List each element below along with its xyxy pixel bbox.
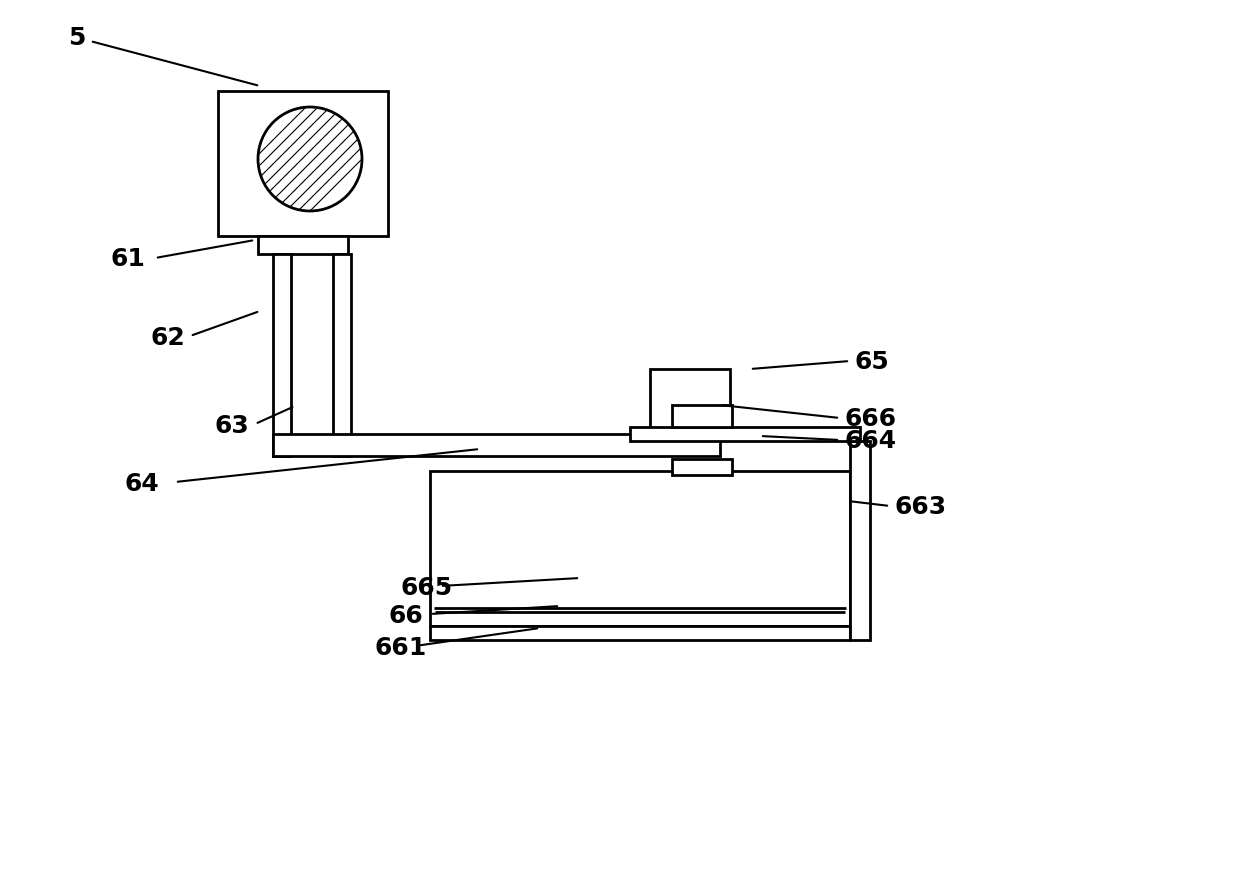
Text: 63: 63 bbox=[215, 414, 249, 438]
Bar bbox=[672, 405, 732, 427]
Text: 62: 62 bbox=[150, 326, 185, 350]
Text: 66: 66 bbox=[388, 604, 423, 628]
Bar bbox=[334, 254, 351, 456]
Bar bbox=[273, 254, 291, 456]
Text: 663: 663 bbox=[895, 495, 947, 519]
Text: 666: 666 bbox=[844, 407, 897, 431]
Bar bbox=[218, 91, 388, 236]
Bar bbox=[672, 459, 732, 475]
Bar bbox=[430, 471, 849, 626]
Text: 5: 5 bbox=[68, 26, 86, 50]
Bar bbox=[430, 626, 849, 640]
Text: 64: 64 bbox=[125, 472, 160, 496]
Text: 61: 61 bbox=[110, 247, 145, 271]
Bar bbox=[849, 441, 870, 640]
Text: 664: 664 bbox=[844, 429, 897, 453]
Bar bbox=[258, 236, 348, 254]
Text: 65: 65 bbox=[856, 350, 890, 374]
Bar bbox=[650, 369, 730, 434]
Bar bbox=[630, 427, 861, 441]
Bar bbox=[273, 434, 720, 456]
Text: 665: 665 bbox=[401, 576, 453, 600]
Text: 661: 661 bbox=[374, 636, 428, 660]
